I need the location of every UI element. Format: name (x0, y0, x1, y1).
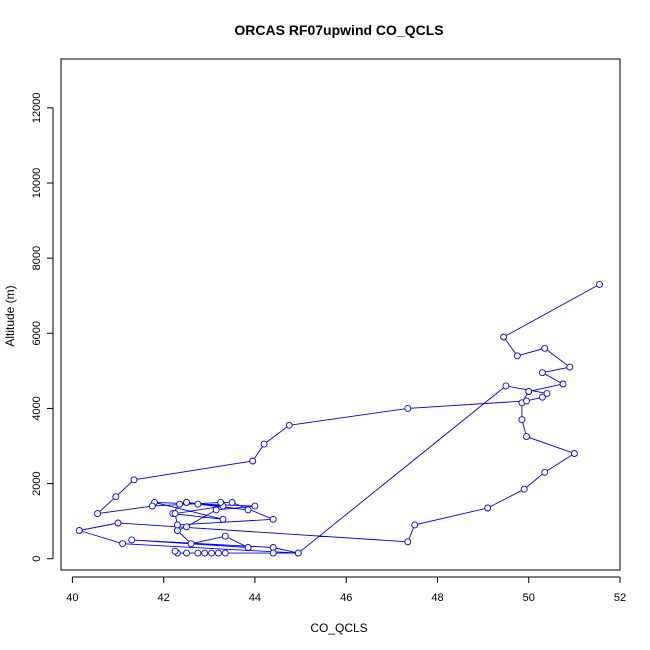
data-point (201, 549, 209, 557)
data-point (543, 389, 551, 397)
data-point (541, 344, 549, 352)
x-axis-label: CO_QCLS (310, 621, 367, 635)
data-point (269, 549, 277, 557)
data-point (187, 540, 195, 548)
data-point (502, 382, 510, 390)
data-point (75, 527, 83, 534)
x-tick-label: 48 (431, 592, 443, 604)
x-tick-label: 40 (66, 592, 78, 604)
x-axis: 40 42 44 46 48 50 52 (66, 576, 626, 604)
y-tick-label: 6000 (31, 321, 43, 345)
data-point (219, 515, 227, 523)
data-point (411, 521, 419, 529)
data-point (500, 333, 508, 341)
data-point (114, 519, 122, 527)
x-tick-label: 50 (523, 592, 535, 604)
data-point (194, 549, 202, 557)
data-point (128, 536, 136, 544)
x-tick-label: 42 (158, 592, 170, 604)
series-line (79, 284, 600, 554)
data-point (183, 523, 190, 531)
data-point (173, 527, 181, 534)
data-point (559, 380, 567, 388)
data-point (541, 468, 549, 476)
data-point (523, 397, 530, 405)
data-point (538, 369, 546, 377)
y-tick-label: 4000 (31, 396, 43, 420)
data-point (112, 493, 120, 501)
data-point (119, 540, 127, 548)
data-point (249, 457, 257, 465)
data-point (513, 352, 521, 360)
data-point (171, 547, 179, 555)
data-point (212, 506, 220, 514)
data-point (269, 544, 277, 551)
y-axis: 0 2000 4000 6000 8000 10000 12000 (31, 93, 54, 562)
data-point (484, 504, 492, 512)
data-point (523, 433, 530, 441)
y-tick-label: 12000 (31, 93, 43, 124)
data-point (221, 532, 229, 540)
data-point (183, 498, 190, 506)
data-point (173, 521, 181, 529)
y-tick-label: 10000 (31, 168, 43, 199)
data-point (221, 549, 229, 557)
data-point (208, 549, 216, 557)
data-point (520, 485, 528, 493)
data-point (148, 502, 156, 510)
data-point (176, 500, 184, 508)
data-point (130, 476, 138, 484)
data-point (171, 510, 179, 518)
plot-frame (60, 58, 621, 571)
y-tick-label: 8000 (31, 246, 43, 270)
data-point (194, 500, 202, 508)
data-point (269, 515, 277, 523)
data-point (214, 549, 222, 557)
data-point (404, 538, 412, 546)
data-point (94, 510, 101, 518)
data-point (260, 440, 268, 448)
x-tick-label: 46 (340, 592, 352, 604)
data-point (285, 421, 293, 429)
data-point (566, 363, 574, 371)
data-point (294, 549, 302, 557)
data-point (228, 498, 236, 506)
data-point (570, 450, 578, 457)
data-point (404, 404, 412, 412)
series-layer (75, 280, 603, 557)
x-tick-label: 52 (614, 592, 626, 604)
data-point (251, 502, 259, 510)
data-point (244, 544, 252, 551)
data-point (518, 416, 526, 424)
x-tick-label: 44 (249, 592, 261, 604)
data-point (596, 280, 603, 288)
data-point (244, 506, 252, 514)
data-point (525, 388, 533, 395)
data-point (183, 549, 190, 557)
data-point (538, 393, 546, 401)
y-axis-label: Altitude (m) (3, 285, 17, 346)
y-tick-label: 2000 (31, 471, 43, 495)
data-point (217, 498, 225, 506)
chart-title: ORCAS RF07upwind CO_QCLS (234, 22, 443, 38)
y-tick-label: 0 (31, 556, 43, 562)
